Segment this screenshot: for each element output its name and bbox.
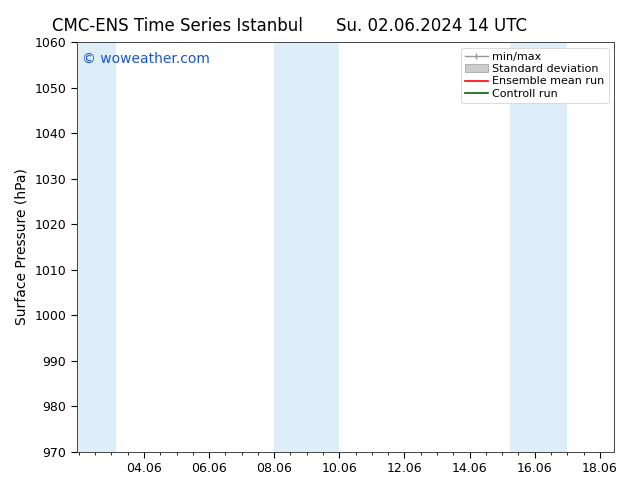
Text: Su. 02.06.2024 14 UTC: Su. 02.06.2024 14 UTC	[335, 17, 527, 35]
Bar	[77, 42, 116, 452]
Legend: min/max, Standard deviation, Ensemble mean run, Controll run: min/max, Standard deviation, Ensemble me…	[461, 48, 609, 103]
Bar	[275, 42, 339, 452]
Bar	[510, 42, 567, 452]
Y-axis label: Surface Pressure (hPa): Surface Pressure (hPa)	[15, 169, 29, 325]
Text: CMC-ENS Time Series Istanbul: CMC-ENS Time Series Istanbul	[52, 17, 303, 35]
Text: © woweather.com: © woweather.com	[82, 52, 210, 66]
